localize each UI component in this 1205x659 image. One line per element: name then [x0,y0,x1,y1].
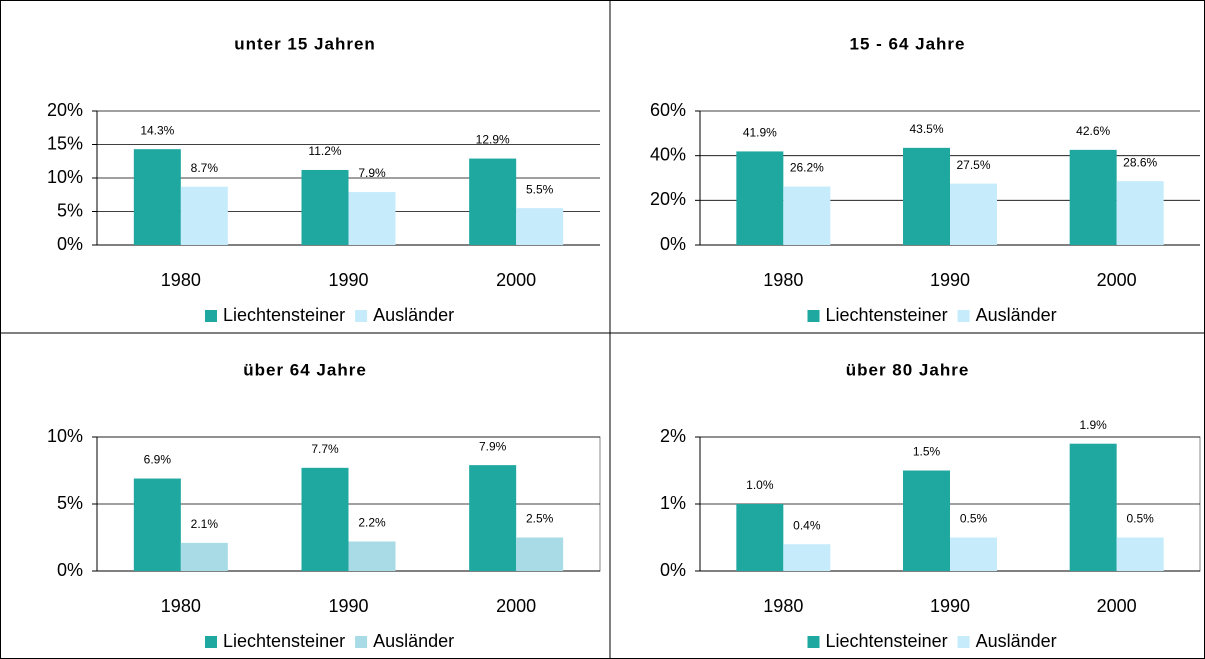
bar [516,537,564,571]
y-tick-label: 40% [650,144,686,164]
x-tick-label: 1990 [930,596,970,616]
legend-label: Liechtensteiner [223,305,345,325]
data-label: 2.2% [358,516,386,530]
data-label: 0.5% [960,512,988,526]
bar [736,151,784,245]
bar [736,504,784,571]
legend-label: Ausländer [373,305,454,325]
x-tick-label: 1990 [930,270,970,290]
bar [348,192,396,245]
bar [516,208,564,245]
legend-label: Ausländer [976,305,1057,325]
legend-swatch [205,310,217,322]
x-tick-label: 1980 [763,596,803,616]
bar [348,541,396,571]
y-tick-label: 0% [660,234,686,254]
y-tick-label: 5% [57,200,83,220]
x-tick-label: 1990 [328,596,368,616]
legend-label: Ausländer [373,631,454,651]
data-label: 2.1% [191,517,219,531]
y-tick-label: 2% [660,426,686,446]
chart-title: 15 - 64 Jahre [849,34,965,53]
chart-title: unter 15 Jahren [234,34,376,53]
data-label: 43.5% [909,122,943,136]
y-tick-label: 10% [47,426,83,446]
bar [1116,181,1164,245]
bar [469,465,517,571]
bar [903,470,950,571]
data-label: 6.9% [144,453,172,467]
bar [1069,149,1117,245]
legend-swatch [355,310,368,322]
legend-label: Liechtensteiner [826,631,948,651]
x-tick-label: 1980 [161,596,201,616]
data-label: 7.9% [479,439,507,453]
data-label: 12.9% [476,133,510,147]
data-label: 0.4% [793,518,821,532]
y-tick-label: 0% [660,560,686,580]
x-tick-label: 1980 [763,270,803,290]
x-tick-label: 2000 [1097,270,1137,290]
legend-label: Liechtensteiner [223,631,345,651]
legend-swatch [957,636,970,648]
data-label: 8.7% [191,161,219,175]
legend-label: Liechtensteiner [826,305,948,325]
data-label: 2.5% [526,512,554,526]
data-label: 11.2% [308,144,341,158]
data-label: 7.9% [358,166,386,180]
x-tick-label: 2000 [496,270,536,290]
data-label: 26.2% [790,161,824,175]
legend-swatch [807,636,820,648]
bar [783,544,831,571]
data-label: 5.5% [526,182,554,196]
bar [469,158,517,245]
bar [1116,537,1164,571]
bar [301,169,349,245]
y-tick-label: 1% [660,493,686,513]
y-tick-label: 20% [47,100,83,120]
x-tick-label: 2000 [496,596,536,616]
data-label: 7.7% [311,442,339,456]
y-tick-label: 0% [57,234,83,254]
bar [950,537,997,571]
bar [950,183,997,245]
y-tick-label: 10% [47,167,83,187]
bar [783,186,831,245]
bar [1069,443,1117,571]
bar [903,147,950,245]
y-tick-label: 20% [650,189,686,209]
data-label: 42.6% [1076,124,1110,138]
y-tick-label: 60% [650,100,686,120]
chart-title: über 64 Jahre [243,360,367,379]
data-label: 41.9% [743,126,777,140]
y-tick-label: 5% [57,493,83,513]
chart-title: über 80 Jahre [846,360,970,379]
bar [301,467,349,571]
data-label: 28.6% [1123,155,1157,169]
y-tick-label: 0% [57,560,83,580]
data-label: 14.3% [140,123,174,137]
data-label: 1.5% [913,445,941,459]
y-tick-label: 15% [47,133,83,153]
legend-swatch [957,310,970,322]
data-label: 27.5% [956,158,990,172]
bar [180,542,228,571]
legend-swatch [355,636,368,648]
bar [133,478,181,571]
bar [133,149,181,245]
x-tick-label: 1990 [328,270,368,290]
bar [180,186,228,245]
legend-swatch [807,310,820,322]
x-tick-label: 1980 [161,270,201,290]
legend-swatch [205,636,217,648]
x-tick-label: 2000 [1097,596,1137,616]
data-label: 1.0% [746,478,774,492]
legend-label: Ausländer [976,631,1057,651]
data-label: 0.5% [1126,512,1154,526]
data-label: 1.9% [1079,418,1107,432]
